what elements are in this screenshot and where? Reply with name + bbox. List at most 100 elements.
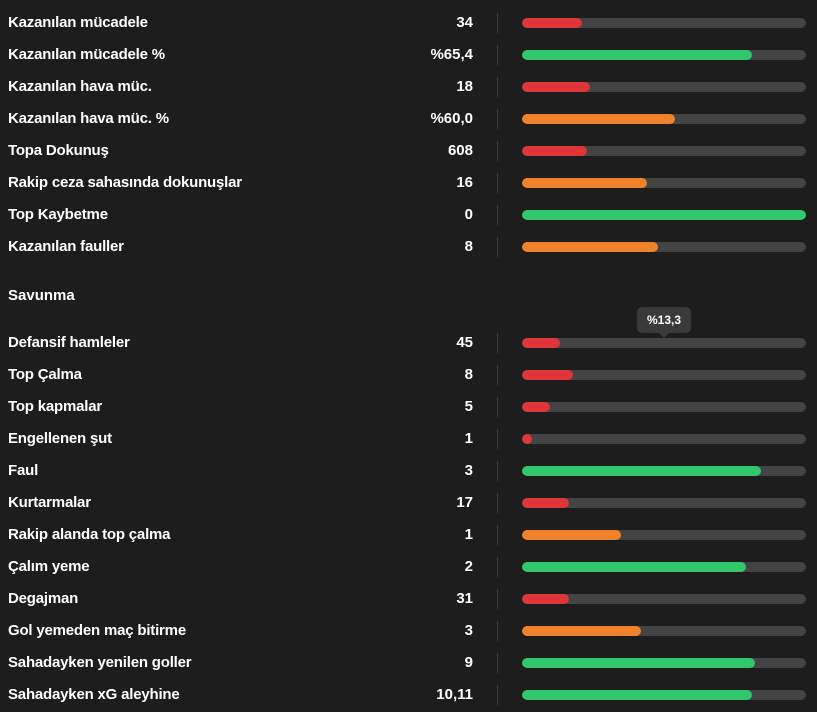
stat-value: %60,0 (430, 110, 473, 127)
stat-value: 1 (464, 526, 473, 543)
stat-row-kazanilan-mucadele-pct[interactable]: Kazanılan mücadele % %65,4 (0, 39, 817, 71)
stat-row-gol-yemeden-mac-bitirme[interactable]: Gol yemeden maç bitirme 3 (0, 615, 817, 647)
stat-label: Degajman (8, 590, 79, 607)
percentile-bar-track[interactable] (522, 658, 806, 668)
stat-value: %65,4 (430, 46, 473, 63)
stat-value: 3 (464, 622, 473, 639)
stat-value: 0 (464, 206, 473, 223)
column-divider (497, 461, 498, 481)
percentile-bar-fill (522, 594, 569, 604)
stat-value: 16 (456, 174, 473, 191)
column-divider (497, 141, 498, 161)
column-divider (497, 365, 498, 385)
percentile-bar-track[interactable] (522, 466, 806, 476)
stat-row-kurtarmalar[interactable]: Kurtarmalar 17 (0, 487, 817, 519)
stat-label: Kazanılan mücadele % (8, 46, 165, 63)
stat-row-kazanilan-hava-muc[interactable]: Kazanılan hava müc. 18 (0, 71, 817, 103)
percentile-bar-fill (522, 658, 755, 668)
percentile-bar-fill (522, 530, 622, 540)
stat-label: Kazanılan hava müc. % (8, 110, 169, 127)
column-divider (497, 205, 498, 225)
stat-value: 34 (456, 14, 473, 31)
stat-value: 5 (464, 398, 473, 415)
stat-label: Engellenen şut (8, 430, 112, 447)
stat-row-engellenen-sut[interactable]: Engellenen şut 1 (0, 423, 817, 455)
stat-value: 10,11 (436, 686, 473, 703)
column-divider (497, 333, 498, 353)
stat-row-top-kapmalar[interactable]: Top kapmalar 5 (0, 391, 817, 423)
stat-row-rakip-ceza-sahasinda-dokunuslar[interactable]: Rakip ceza sahasında dokunuşlar 16 (0, 167, 817, 199)
stat-row-sahadayken-yenilen-goller[interactable]: Sahadayken yenilen goller 9 (0, 647, 817, 679)
stat-value: 1 (464, 430, 473, 447)
stat-row-topa-dokunus[interactable]: Topa Dokunuş 608 (0, 135, 817, 167)
percentile-bar-fill (522, 210, 806, 220)
stat-label: Sahadayken xG aleyhine (8, 686, 180, 703)
percentile-bar-fill (522, 114, 676, 124)
percentile-bar-track[interactable] (522, 114, 806, 124)
stat-row-kazanilan-hava-muc-pct[interactable]: Kazanılan hava müc. % %60,0 (0, 103, 817, 135)
stat-row-kazanilan-fauller[interactable]: Kazanılan fauller 8 (0, 231, 817, 263)
percentile-bar-fill (522, 50, 753, 60)
column-divider (497, 45, 498, 65)
stat-label: Rakip ceza sahasında dokunuşlar (8, 174, 242, 191)
stat-row-defansif-hamleler[interactable]: Defansif hamleler 45 (0, 327, 817, 359)
percentile-bar-track[interactable] (522, 370, 806, 380)
percentile-bar-track[interactable] (522, 594, 806, 604)
stat-value: 2 (464, 558, 473, 575)
defense-stats-list: Defansif hamleler 45 Top Çalma 8 Top kapmala… (0, 327, 817, 711)
percentile-bar-track[interactable] (522, 18, 806, 28)
percentile-bar-track[interactable] (522, 690, 806, 700)
percentile-bar-fill (522, 242, 659, 252)
stat-label: Kazanılan hava müc. (8, 78, 152, 95)
stat-label: Defansif hamleler (8, 334, 130, 351)
percentile-bar-track[interactable] (522, 178, 806, 188)
stat-row-top-kaybetme[interactable]: Top Kaybetme 0 (0, 199, 817, 231)
percentile-bar-track[interactable] (522, 562, 806, 572)
percentile-bar-fill (522, 82, 591, 92)
percentile-bar-fill (522, 338, 560, 348)
stat-value: 8 (464, 366, 473, 383)
percentile-bar-track[interactable] (522, 242, 806, 252)
percentile-bar-track[interactable] (522, 626, 806, 636)
stat-label: Top Kaybetme (8, 206, 108, 223)
percentile-bar-track[interactable] (522, 498, 806, 508)
percentile-bar-track[interactable] (522, 82, 806, 92)
percentile-bar-fill (522, 498, 569, 508)
stat-row-kazanilan-mucadele[interactable]: Kazanılan mücadele 34 (0, 7, 817, 39)
percentile-bar-track[interactable] (522, 50, 806, 60)
percentile-bar-fill (522, 562, 747, 572)
stat-value: 608 (447, 142, 473, 159)
top-stats-list: Kazanılan mücadele 34 Kazanılan mücadele %… (0, 7, 817, 263)
stat-row-rakip-alanda-top-calma[interactable]: Rakip alanda top çalma 1 (0, 519, 817, 551)
stat-label: Kazanılan mücadele (8, 14, 148, 31)
stat-row-sahadayken-xg-aleyhine[interactable]: Sahadayken xG aleyhine 10,11 (0, 679, 817, 711)
stat-label: Sahadayken yenilen goller (8, 654, 192, 671)
stat-label: Top kapmalar (8, 398, 103, 415)
stat-value: 18 (456, 78, 473, 95)
percentile-bar-fill (522, 146, 588, 156)
percentile-bar-track[interactable] (522, 338, 806, 348)
column-divider (497, 493, 498, 513)
percentile-bar-fill (522, 690, 753, 700)
stat-row-top-calma[interactable]: Top Çalma 8 (0, 359, 817, 391)
stat-label: Kazanılan fauller (8, 238, 124, 255)
percentile-bar-track[interactable] (522, 530, 806, 540)
percentile-bar-fill (522, 466, 761, 476)
percentile-bar-track[interactable] (522, 434, 806, 444)
stat-label: Kurtarmalar (8, 494, 91, 511)
column-divider (497, 77, 498, 97)
percentile-bar-track[interactable] (522, 146, 806, 156)
stat-row-calim-yeme[interactable]: Çalım yeme 2 (0, 551, 817, 583)
column-divider (497, 109, 498, 129)
stat-row-degajman[interactable]: Degajman 31 (0, 583, 817, 615)
percentile-tooltip: %13,3 (637, 307, 691, 338)
stat-row-faul[interactable]: Faul 3 (0, 455, 817, 487)
stat-value: 31 (456, 590, 473, 607)
percentile-bar-track[interactable] (522, 402, 806, 412)
column-divider (497, 557, 498, 577)
percentile-bar-fill (522, 18, 582, 28)
percentile-bar-track[interactable] (522, 210, 806, 220)
percentile-bar-fill (522, 370, 574, 380)
stat-label: Topa Dokunuş (8, 142, 109, 159)
stat-value: 8 (464, 238, 473, 255)
